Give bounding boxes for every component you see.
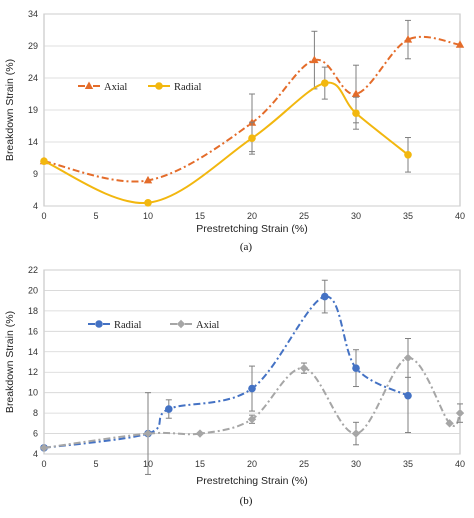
x-tick-label: 0 xyxy=(41,459,46,469)
legend-item-radial: Radial xyxy=(148,82,201,93)
chart-panel-a: 4 9 14 19 24 29 34 0 5 10 15 20 25 30 35 40 Prestretchin… xyxy=(4,9,465,253)
y-axis-title: Breakdown Strain (%) xyxy=(4,59,16,161)
data-point xyxy=(247,415,257,424)
data-point xyxy=(321,292,329,301)
x-axis-title: Prestretching Strain (%) xyxy=(196,475,307,487)
y-tick-label: 24 xyxy=(28,73,38,83)
x-tick-label: 30 xyxy=(351,211,361,221)
data-point xyxy=(40,157,48,165)
x-tick-label: 40 xyxy=(455,211,465,221)
series-line-radial xyxy=(43,81,409,204)
legend-marker xyxy=(95,320,103,328)
y-tick-label: 18 xyxy=(28,306,38,316)
x-tick-label: 15 xyxy=(195,459,205,469)
y-tick-label: 10 xyxy=(28,388,38,398)
series-axial xyxy=(39,337,465,475)
data-point xyxy=(39,443,49,453)
data-point xyxy=(404,391,412,400)
y-axis-title: Breakdown Strain (%) xyxy=(4,311,16,413)
y-tick-label: 34 xyxy=(28,9,38,19)
panel-label: (a) xyxy=(240,241,253,253)
x-axis-title: Prestretching Strain (%) xyxy=(196,223,307,235)
x-tick-label: 5 xyxy=(93,459,98,469)
plot-frame xyxy=(43,269,461,455)
panel-label: (b) xyxy=(240,495,253,507)
data-point xyxy=(352,364,360,372)
x-tick-label: 20 xyxy=(247,459,257,469)
legend-label: Radial xyxy=(114,320,141,331)
y-tick-label: 9 xyxy=(33,169,38,179)
data-point xyxy=(165,405,173,413)
x-tick-label: 30 xyxy=(351,459,361,469)
data-point xyxy=(351,89,361,97)
y-tick-label: 16 xyxy=(28,326,38,336)
legend-item-axial: Axial xyxy=(78,81,127,93)
y-tick-label: 12 xyxy=(28,367,38,377)
y-tick-label: 22 xyxy=(28,265,38,275)
data-point xyxy=(321,79,329,87)
data-point xyxy=(404,151,412,159)
legend-label: Radial xyxy=(174,82,201,93)
data-point xyxy=(248,384,256,393)
x-tick-label: 5 xyxy=(93,211,98,221)
x-tick-label: 20 xyxy=(247,211,257,221)
x-tick-label: 35 xyxy=(403,459,413,469)
legend-label: Axial xyxy=(104,82,127,93)
data-point xyxy=(455,40,465,48)
data-point xyxy=(144,199,152,207)
x-tick-label: 25 xyxy=(299,211,309,221)
y-tick-label: 29 xyxy=(28,41,38,51)
legend-marker xyxy=(155,82,163,90)
data-point xyxy=(445,419,454,428)
legend-label: Axial xyxy=(196,320,219,331)
x-tick-label: 10 xyxy=(143,211,153,221)
data-point xyxy=(143,175,153,184)
y-tick-label: 20 xyxy=(28,285,38,295)
data-point xyxy=(143,429,153,438)
data-point xyxy=(310,55,319,64)
data-point xyxy=(248,134,256,142)
y-tick-label: 14 xyxy=(28,137,38,147)
data-point xyxy=(351,429,361,438)
x-tick-label: 25 xyxy=(299,459,309,469)
y-tick-label: 4 xyxy=(33,201,38,211)
y-tick-label: 8 xyxy=(33,408,38,418)
series-axial xyxy=(39,19,465,184)
data-point xyxy=(403,35,413,43)
x-tick-label: 35 xyxy=(403,211,413,221)
series-radial xyxy=(40,66,412,207)
y-tick-label: 4 xyxy=(33,449,38,459)
legend-marker xyxy=(176,319,186,329)
y-tick-label: 19 xyxy=(28,105,38,115)
y-tick-label: 14 xyxy=(28,347,38,357)
y-tick-label: 6 xyxy=(33,429,38,439)
x-tick-label: 40 xyxy=(455,459,465,469)
data-point xyxy=(455,408,465,418)
data-point xyxy=(403,353,413,363)
legend-marker xyxy=(84,81,94,89)
data-point xyxy=(195,429,205,438)
data-point xyxy=(352,109,360,117)
x-tick-label: 0 xyxy=(41,211,46,221)
legend-item-radial: Radial xyxy=(88,320,141,331)
data-point xyxy=(299,363,309,373)
legend-item-axial: Axial xyxy=(170,319,219,331)
x-tick-label: 15 xyxy=(195,211,205,221)
